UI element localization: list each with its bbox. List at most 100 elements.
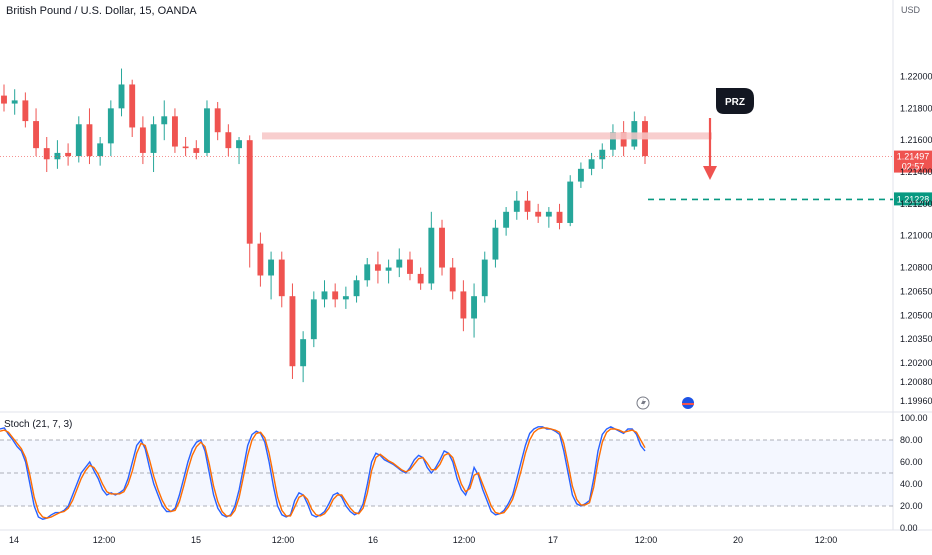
- candle-body: [460, 291, 467, 319]
- candle-body: [503, 211, 510, 228]
- candle-body: [118, 84, 125, 109]
- time-tick-label: 20: [733, 535, 743, 545]
- candle-body: [374, 264, 381, 271]
- candle-body: [268, 259, 275, 276]
- price-tick-label: 1.21600: [900, 135, 932, 145]
- candle-body: [150, 124, 157, 153]
- candle-body: [182, 146, 189, 149]
- candle-body: [225, 132, 232, 149]
- price-axis[interactable]: 1.22000 1.21800 1.21600 1.21400 1.21200 1.210…: [900, 72, 932, 407]
- candle-body: [289, 296, 296, 367]
- candle-body: [171, 116, 178, 147]
- candle-body: [353, 280, 360, 297]
- time-tick-label: 16: [368, 535, 378, 545]
- candle-body: [107, 108, 114, 144]
- time-tick-label: 17: [548, 535, 558, 545]
- candle-body: [310, 299, 317, 340]
- time-tick-label: 12:00: [635, 535, 658, 545]
- stoch-axis[interactable]: 100.00 80.00 60.00 40.00 20.00 0.00: [900, 413, 928, 533]
- prz-zone[interactable]: [262, 132, 712, 140]
- candle-body: [43, 148, 50, 160]
- price-tick-label: 1.21800: [900, 103, 932, 113]
- candle-body: [556, 211, 563, 223]
- price-tick-label: 1.22000: [900, 72, 932, 82]
- candle-body: [97, 143, 104, 157]
- candle-body: [428, 227, 435, 284]
- candle-body: [385, 267, 392, 271]
- candle-body: [599, 149, 606, 160]
- candle-body: [11, 100, 18, 104]
- time-tick-label: 12:00: [272, 535, 295, 545]
- candle-body: [246, 140, 253, 244]
- time-tick-label: 15: [191, 535, 201, 545]
- candle-body: [545, 211, 552, 217]
- stoch-series-k: [0, 426, 646, 520]
- stoch-tick-label: 20.00: [900, 501, 923, 511]
- price-tick-label: 1.20650: [900, 286, 932, 296]
- candle-body: [567, 181, 574, 223]
- time-tick-label: 12:00: [453, 535, 476, 545]
- candle-body: [332, 291, 339, 300]
- stoch-tick-label: 100.00: [900, 413, 928, 423]
- time-axis[interactable]: 14 12:00 15 12:00 16 12:00 17 12:00 20 12:00: [9, 535, 837, 545]
- target-price-tag[interactable]: [894, 192, 932, 206]
- countdown-value: 02:57: [902, 162, 925, 172]
- time-tick-label: 12:00: [815, 535, 838, 545]
- lightning-glyph-icon: [641, 398, 646, 408]
- stoch-series-d: [0, 427, 646, 519]
- candle-body: [129, 84, 136, 128]
- us-flag-stripe-icon: [682, 403, 694, 405]
- current-price-value: 1.21497: [897, 152, 930, 162]
- price-tick-label: 1.20080: [900, 377, 932, 387]
- candle-body: [524, 200, 531, 212]
- candle-body: [342, 296, 349, 300]
- price-tick-label: 1.20350: [900, 334, 932, 344]
- candle-body: [417, 273, 424, 284]
- candle-body: [439, 227, 445, 268]
- candle-body: [492, 227, 499, 260]
- price-tick-label: 1.20800: [900, 263, 932, 273]
- stoch-title[interactable]: Stoch (21, 7, 3): [4, 419, 73, 430]
- currency-label[interactable]: USD: [901, 5, 921, 15]
- candle-body: [65, 152, 72, 157]
- candle-body: [577, 168, 584, 182]
- candle-body: [407, 259, 413, 274]
- candle-body: [588, 159, 595, 169]
- candle-body: [139, 127, 146, 153]
- candle-body: [75, 124, 82, 157]
- candle-body: [471, 296, 478, 319]
- stoch-tick-label: 40.00: [900, 479, 923, 489]
- candle-body: [204, 108, 210, 153]
- prz-label-bubble[interactable]: [716, 88, 754, 114]
- candles: [1, 68, 648, 383]
- price-tick-label: 1.21200: [900, 199, 932, 209]
- candle-body: [33, 121, 39, 149]
- candle-body: [86, 124, 93, 157]
- candle-body: [54, 152, 61, 160]
- price-tick-label: 1.21400: [900, 167, 932, 177]
- price-tick-label: 1.21000: [900, 231, 932, 241]
- candle-body: [22, 100, 29, 122]
- prz-label: PRZ: [725, 97, 745, 108]
- time-tick-label: 14: [9, 535, 19, 545]
- price-tick-label: 1.20500: [900, 310, 932, 320]
- candle-body: [610, 132, 616, 150]
- time-tick-label: 12:00: [93, 535, 116, 545]
- current-price-tag[interactable]: [894, 150, 932, 173]
- stoch-tick-label: 0.00: [900, 523, 918, 533]
- price-grid: [0, 0, 932, 531]
- down-arrow-icon: [703, 166, 717, 180]
- candle-body: [193, 148, 200, 153]
- candle-body: [300, 339, 307, 367]
- candle-body: [535, 211, 542, 217]
- stoch-lines: [0, 426, 646, 520]
- candle-body: [321, 291, 328, 300]
- chart-title: British Pound / U.S. Dollar, 15, OANDA: [6, 5, 197, 17]
- target-price-value: 1.21228: [897, 194, 930, 204]
- stoch-panel: [0, 439, 893, 507]
- candle-body: [449, 267, 456, 292]
- candle-body: [481, 259, 488, 297]
